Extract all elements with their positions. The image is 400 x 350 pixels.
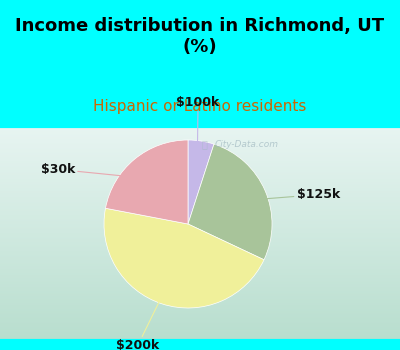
- Text: ⓘ: ⓘ: [202, 139, 208, 149]
- Text: $30k: $30k: [41, 163, 150, 179]
- Wedge shape: [106, 140, 188, 224]
- Text: City-Data.com: City-Data.com: [215, 140, 279, 149]
- Wedge shape: [188, 140, 214, 224]
- Text: Hispanic or Latino residents: Hispanic or Latino residents: [93, 99, 307, 114]
- Wedge shape: [188, 144, 272, 260]
- Text: $100k: $100k: [176, 96, 220, 166]
- Text: $125k: $125k: [242, 188, 340, 201]
- Wedge shape: [104, 208, 264, 308]
- Text: $200k: $200k: [116, 280, 170, 350]
- Text: Income distribution in Richmond, UT
(%): Income distribution in Richmond, UT (%): [16, 17, 384, 56]
